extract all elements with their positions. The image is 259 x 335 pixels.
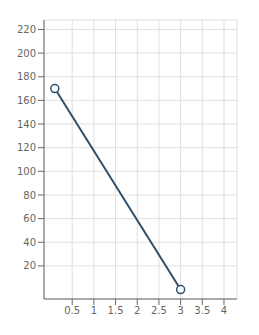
svg-text:80: 80 — [23, 190, 36, 201]
svg-text:140: 140 — [17, 119, 36, 130]
svg-text:2.5: 2.5 — [151, 305, 167, 316]
svg-text:0.5: 0.5 — [64, 305, 80, 316]
svg-text:2: 2 — [134, 305, 140, 316]
svg-text:4: 4 — [221, 305, 227, 316]
svg-text:200: 200 — [17, 48, 36, 59]
svg-text:1: 1 — [91, 305, 97, 316]
svg-text:40: 40 — [23, 237, 36, 248]
svg-text:3.5: 3.5 — [194, 305, 210, 316]
svg-text:3: 3 — [177, 305, 183, 316]
svg-text:60: 60 — [23, 213, 36, 224]
svg-text:20: 20 — [23, 260, 36, 271]
svg-text:1.5: 1.5 — [108, 305, 124, 316]
svg-text:160: 160 — [17, 95, 36, 106]
svg-text:120: 120 — [17, 142, 36, 153]
svg-text:220: 220 — [17, 24, 36, 35]
svg-text:100: 100 — [17, 166, 36, 177]
svg-text:180: 180 — [17, 71, 36, 82]
